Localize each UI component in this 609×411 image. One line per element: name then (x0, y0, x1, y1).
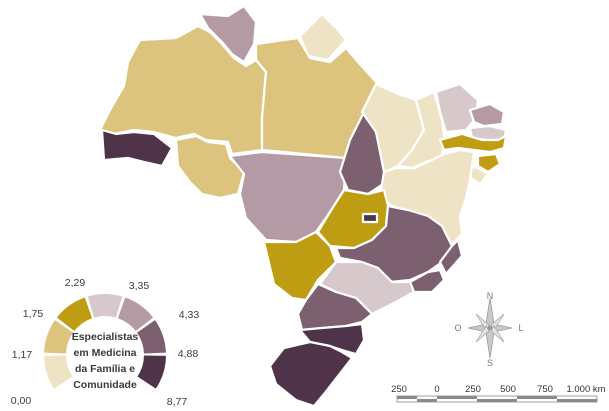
compass-north-label: N (487, 291, 494, 301)
scale-label-4: 750 (537, 384, 553, 395)
legend-break-1: 1,17 (12, 349, 33, 361)
legend-segment-2 (56, 297, 93, 332)
legend-segment-4 (117, 297, 154, 332)
legend-break-7: 8,77 (167, 396, 188, 408)
state-ms (262, 230, 338, 302)
legend-break-4: 3,35 (129, 280, 150, 292)
legend-break-6: 4,88 (178, 348, 199, 360)
legend-break-2: 1,75 (23, 308, 44, 320)
legend-title-line-4: Comunidade (73, 379, 137, 391)
state-pe (438, 132, 508, 154)
state-am (98, 24, 268, 156)
legend-break-0: 0,00 (11, 395, 32, 407)
state-rn (468, 102, 506, 128)
scale-label-2: 250 (465, 384, 481, 395)
legend-segment-1 (44, 320, 74, 354)
state-es (438, 238, 464, 276)
state-ro (174, 134, 246, 200)
state-rr (198, 4, 258, 64)
legend-segment-6 (137, 355, 166, 389)
legend-title-line-2: em Medicina (73, 347, 136, 359)
state-ce (434, 82, 480, 134)
scale-label-0: 250 (391, 384, 407, 395)
compass-east-label: L (518, 323, 523, 333)
compass-west-label: O (454, 323, 461, 333)
state-pr (296, 282, 374, 332)
legend-title-line-3: da Família e (75, 363, 135, 375)
legend-title-line-1: Especialistas (72, 331, 139, 343)
scale-label-3: 500 (500, 384, 516, 395)
state-ac (100, 128, 174, 168)
compass-rose-icon: N S O L (454, 291, 523, 368)
legend-break-3: 2,29 (65, 277, 86, 289)
state-rs (268, 340, 354, 408)
legend-segment-3 (87, 294, 123, 318)
state-al (476, 152, 502, 174)
legend: 0,00 1,17 1,75 2,29 3,35 4,33 4,88 8,77 … (11, 277, 200, 408)
compass-south-label: S (487, 358, 493, 368)
scale-label-1: 0 (434, 384, 439, 395)
scale-bar: 250 0 250 500 750 1.000 km (391, 384, 606, 403)
legend-break-5: 4,33 (179, 309, 200, 321)
scale-label-5: 1.000 km (566, 384, 605, 395)
legend-segment-5 (136, 320, 166, 354)
legend-ring (44, 294, 166, 389)
state-df (361, 212, 379, 224)
legend-segment-0 (44, 355, 73, 389)
